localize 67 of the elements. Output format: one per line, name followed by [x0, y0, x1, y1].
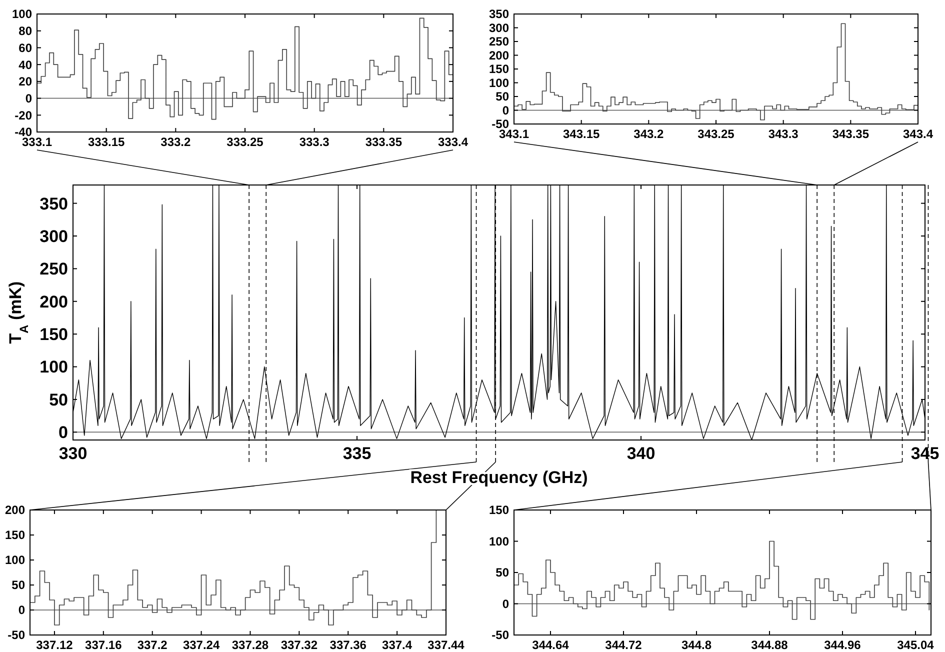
y-tick-label: 50 [49, 390, 68, 410]
y-tick-label: 200 [4, 503, 26, 518]
x-tick-label: 343.15 [562, 127, 600, 141]
y-tick-label: -50 [492, 628, 510, 642]
x-tick-label: 333.3 [299, 135, 330, 149]
y-tick-label: 250 [40, 260, 68, 279]
y-tick-label: 0 [18, 603, 26, 618]
y-tick-label: 0 [58, 423, 68, 442]
x-tick-label: 343.35 [832, 127, 870, 141]
y-tick-label: 50 [12, 578, 26, 592]
x-tick-label: 333.15 [88, 135, 126, 149]
x-tick-label: 337.16 [85, 638, 122, 652]
y-tick-label: 150 [488, 503, 510, 518]
y-tick-label: 0 [502, 103, 510, 118]
y-tick-label: 100 [488, 534, 510, 548]
x-tick-label: 333.25 [226, 135, 264, 149]
y-tick-label: -50 [8, 628, 26, 642]
x-tick-label: 337.36 [330, 638, 367, 652]
y-tick-label: 20 [18, 74, 32, 89]
x-tick-label: 333.35 [365, 135, 402, 149]
y-tick-label: 100 [40, 358, 68, 377]
x-tick-label: 343.25 [698, 127, 735, 141]
y-tick-label: 0 [25, 91, 32, 106]
x-tick-label: 343.3 [768, 127, 799, 141]
y-tick-label: 60 [18, 40, 32, 55]
y-tick-label: 350 [488, 7, 510, 22]
y-tick-label: 100 [4, 553, 26, 568]
x-tick-label: 340 [626, 444, 656, 463]
x-tick-label: 337.44 [428, 638, 465, 652]
x-tick-label: 337.24 [182, 638, 220, 652]
y-tick-label: 0 [502, 596, 510, 611]
y-tick-label: 100 [488, 76, 510, 90]
y-tick-label: 250 [488, 34, 510, 49]
x-tick-label: 344.8 [681, 638, 712, 652]
x-tick-label: 333.4 [438, 135, 468, 149]
y-tick-label: -20 [14, 108, 32, 122]
y-tick-label: 50 [496, 90, 510, 104]
y-tick-label: 150 [40, 325, 68, 344]
x-tick-label: 345 [910, 444, 940, 463]
x-tick-label: 330 [58, 444, 88, 463]
x-tick-label: 337.28 [232, 638, 269, 652]
y-tick-label: 150 [488, 62, 510, 76]
x-tick-label: 344.64 [532, 638, 570, 652]
y-tick-label: 80 [18, 24, 32, 38]
y-tick-label: 50 [496, 566, 510, 580]
x-tick-label: 343.2 [634, 127, 664, 141]
x-tick-label: 333.1 [22, 135, 52, 149]
y-tick-label: 350 [40, 194, 68, 214]
y-tick-label: 150 [4, 528, 26, 542]
y-tick-label: 300 [488, 20, 510, 35]
x-tick-label: 333.2 [160, 135, 192, 149]
x-tick-label: 337.4 [382, 638, 412, 652]
x-tick-label: 337.2 [137, 638, 168, 652]
x-tick-label: 337.32 [280, 638, 318, 652]
x-tick-label: 345.04 [897, 638, 934, 652]
x-tick-label: 343.4 [902, 127, 934, 141]
x-tick-label: 344.72 [605, 638, 642, 652]
y-tick-label: 300 [40, 226, 68, 246]
x-tick-label: 337.12 [36, 638, 74, 652]
y-tick-label: 100 [12, 7, 32, 22]
y-tick-label: 200 [40, 292, 68, 312]
y-tick-label: 40 [18, 58, 32, 72]
x-tick-label: 343.1 [498, 127, 530, 141]
y-tick-label: 200 [488, 48, 510, 62]
x-tick-label: 335 [342, 444, 372, 463]
x-tick-label: 344.88 [751, 638, 788, 652]
x-tick-label: 344.96 [824, 638, 862, 652]
